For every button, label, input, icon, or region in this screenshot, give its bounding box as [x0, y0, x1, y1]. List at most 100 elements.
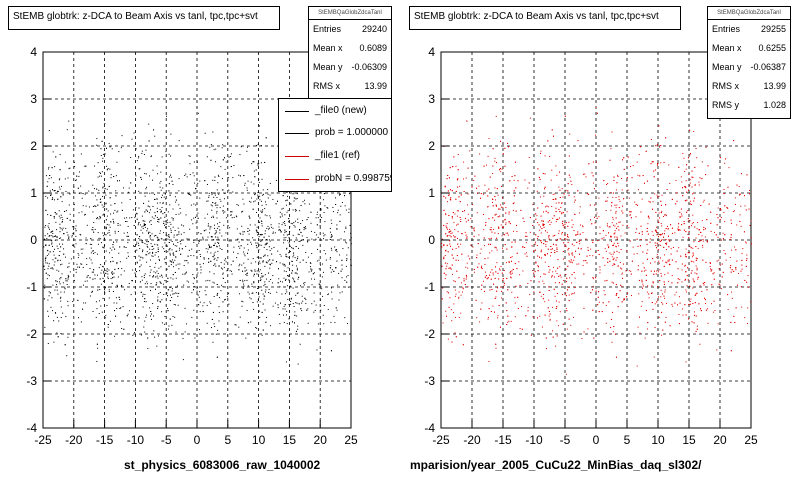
data-point [330, 247, 332, 249]
data-point [156, 165, 158, 167]
data-point [161, 276, 163, 278]
data-point [145, 314, 147, 316]
data-point [568, 252, 570, 254]
data-point [267, 225, 269, 227]
data-point [156, 207, 158, 209]
data-point [658, 234, 660, 236]
data-point [543, 211, 545, 213]
data-point [141, 215, 143, 217]
data-point [200, 272, 202, 274]
data-point [112, 260, 114, 262]
data-point [227, 208, 229, 210]
data-point [467, 267, 469, 269]
data-point [198, 250, 200, 252]
data-point [179, 207, 181, 209]
data-point [218, 265, 220, 267]
data-point [443, 245, 445, 247]
data-point [553, 288, 555, 290]
data-point [320, 209, 322, 211]
data-point [66, 284, 68, 286]
data-point [744, 241, 746, 243]
data-point [58, 281, 60, 283]
data-point [144, 331, 146, 333]
data-point [160, 217, 162, 219]
data-point [552, 306, 554, 308]
data-point [292, 209, 294, 211]
data-point [449, 267, 451, 269]
data-point [473, 227, 475, 229]
data-point [210, 252, 212, 254]
data-point [207, 223, 209, 225]
data-point [107, 168, 109, 170]
data-point [236, 216, 238, 218]
data-point [48, 178, 50, 180]
data-point [116, 241, 118, 243]
data-point [683, 157, 685, 159]
data-point [242, 270, 244, 272]
data-point [102, 187, 104, 189]
data-point [293, 252, 295, 254]
data-point [622, 277, 624, 279]
data-point [216, 239, 218, 241]
data-point [139, 266, 141, 268]
data-point [551, 129, 553, 131]
data-point [288, 242, 290, 244]
data-point [551, 275, 553, 277]
data-point [618, 221, 620, 223]
data-point [66, 217, 68, 219]
data-point [293, 305, 295, 307]
data-point [540, 232, 542, 234]
data-point [725, 158, 727, 160]
data-point [283, 305, 285, 307]
data-point [633, 253, 635, 255]
data-point [615, 197, 617, 199]
data-point [166, 235, 168, 237]
data-point [664, 254, 666, 256]
data-point [215, 204, 217, 206]
data-point [111, 257, 113, 259]
data-point [143, 202, 145, 204]
data-point [276, 291, 278, 293]
data-point [665, 215, 667, 217]
data-point [658, 244, 660, 246]
data-point [253, 201, 255, 203]
data-point [632, 165, 634, 167]
data-point [45, 244, 47, 246]
data-point [155, 283, 157, 285]
data-point [101, 171, 103, 173]
data-point [281, 281, 283, 283]
data-point [495, 213, 497, 215]
data-point [484, 258, 486, 260]
data-point [197, 294, 199, 296]
data-point [286, 256, 288, 258]
data-point [648, 200, 650, 202]
data-point [217, 250, 219, 252]
data-point [508, 261, 510, 263]
data-point [214, 192, 216, 194]
data-point [96, 188, 98, 190]
data-point [648, 217, 650, 219]
data-point [736, 260, 738, 262]
data-point [61, 273, 63, 275]
data-point [543, 273, 545, 275]
data-point [260, 220, 262, 222]
data-point [248, 293, 250, 295]
data-point [552, 271, 554, 273]
data-point [494, 160, 496, 162]
data-point [297, 258, 299, 260]
data-point [107, 277, 109, 279]
data-point [169, 318, 171, 320]
data-point [218, 175, 220, 177]
data-point [320, 208, 322, 210]
data-point [488, 188, 490, 190]
data-point [495, 296, 497, 298]
data-point [254, 224, 256, 226]
data-point [105, 194, 107, 196]
data-point [456, 210, 458, 212]
data-point [164, 280, 166, 282]
data-point [97, 243, 99, 245]
data-point [612, 218, 614, 220]
data-point [461, 291, 463, 293]
data-point [200, 255, 202, 257]
data-point [690, 298, 692, 300]
